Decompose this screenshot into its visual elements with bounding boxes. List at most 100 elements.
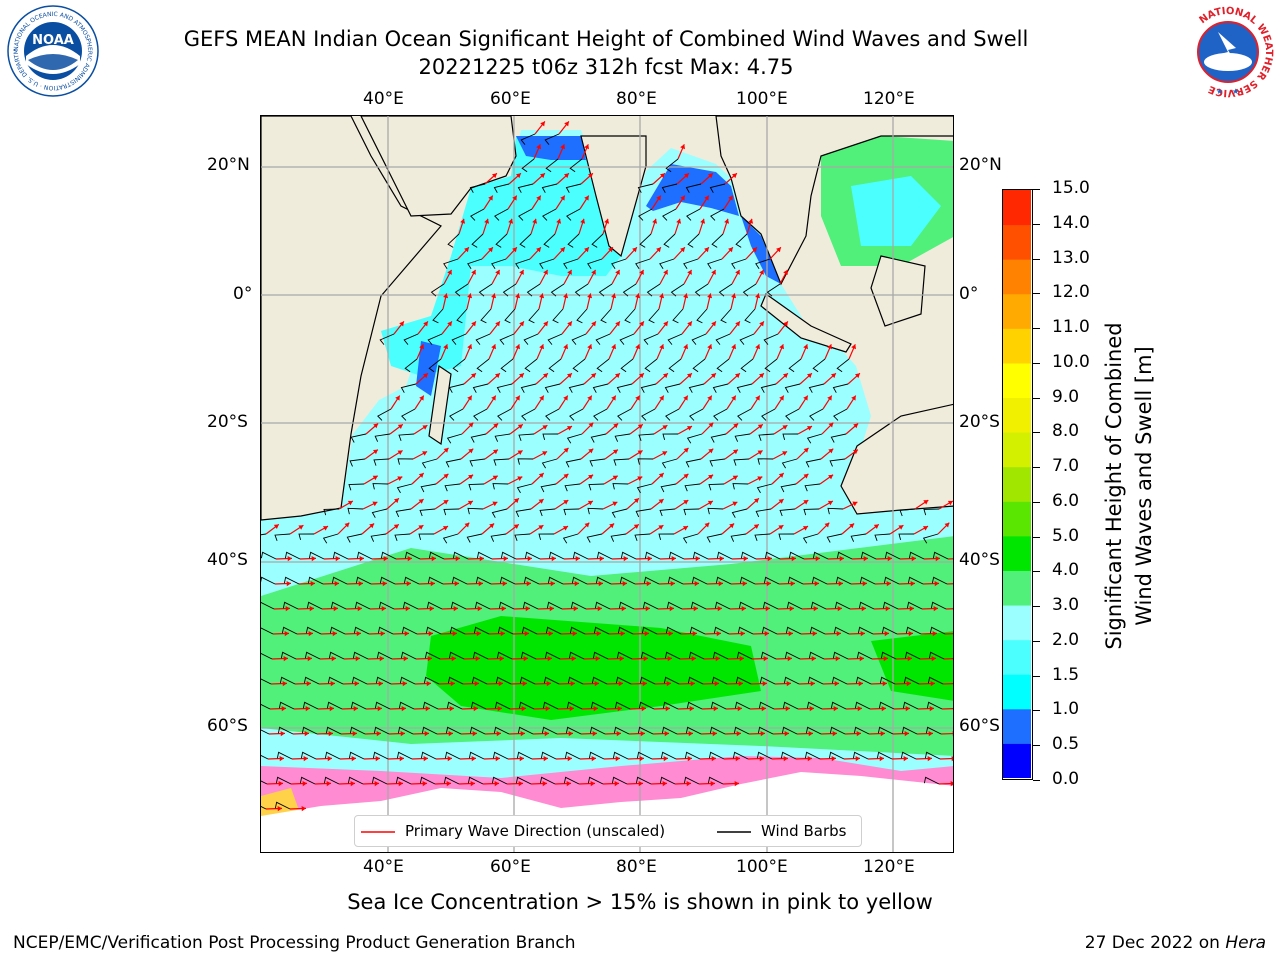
wind-barb	[617, 408, 632, 421]
wave-arrow-head	[468, 422, 474, 428]
wave-arrow-head	[616, 731, 621, 737]
wave-arrow-head	[803, 500, 809, 505]
wind-barb	[707, 776, 724, 785]
wave-arrow-head	[422, 781, 427, 787]
wave-arrow-head	[759, 756, 764, 762]
wave-arrow-head	[615, 269, 620, 275]
wave-arrow-head	[406, 581, 411, 587]
wave-arrow-head	[755, 395, 760, 401]
wind-barb	[855, 676, 872, 685]
wave-arrow-head	[803, 526, 808, 531]
colorbar-tick-mark	[1033, 536, 1040, 538]
wind-barb	[683, 258, 699, 269]
wave-arrow-head	[718, 581, 723, 587]
wave-arrow-head	[827, 395, 832, 401]
wave-arrow-head	[514, 498, 519, 504]
wave-arrow-head	[580, 218, 586, 224]
wind-barb	[598, 283, 613, 297]
wave-arrow-head	[612, 501, 618, 507]
wave-arrow-head	[642, 681, 647, 687]
wind-barb	[567, 676, 584, 685]
wave-arrow-head	[763, 656, 768, 662]
wave-arrow-head	[497, 706, 502, 712]
colorbar-tick-label: 15.0	[1052, 178, 1090, 198]
wind-barb	[473, 626, 490, 635]
wind-barb	[373, 726, 390, 735]
wave-arrow-head	[884, 631, 889, 637]
wind-barb	[500, 358, 514, 373]
wind-barb	[879, 676, 896, 685]
footer-machine: Hera	[1225, 933, 1266, 953]
wave-arrow-head	[501, 606, 506, 612]
wind-barb	[923, 776, 940, 785]
wave-arrow-head	[563, 500, 569, 505]
wind-barb	[782, 433, 799, 441]
wave-arrow-head	[278, 781, 283, 787]
wave-arrow-head	[539, 395, 544, 401]
wave-arrow-head	[503, 556, 508, 562]
colorbar-segment	[1003, 466, 1031, 502]
wave-arrow-head	[857, 706, 862, 712]
wind-barb	[735, 676, 752, 685]
wind-barb	[739, 576, 756, 585]
wind-barb	[395, 508, 412, 518]
wave-direction-arrow	[940, 732, 953, 735]
wave-arrow-head	[431, 556, 436, 562]
wave-arrow-head	[329, 706, 334, 712]
wave-direction-arrow	[947, 558, 953, 560]
colorbar-segment	[1003, 432, 1031, 468]
wind-barb	[691, 333, 707, 345]
south-china-sea-inner	[851, 176, 941, 246]
wind-barb	[472, 383, 489, 393]
wave-arrow-head	[560, 144, 565, 150]
wave-arrow-head	[475, 656, 480, 662]
wave-arrow-head	[330, 681, 335, 687]
wave-arrow-head	[855, 756, 860, 762]
wind-barb	[692, 358, 706, 373]
wind-barb	[399, 676, 416, 685]
wave-arrow-head	[732, 173, 737, 179]
wave-arrow-head	[519, 373, 524, 379]
wave-arrow-head	[542, 781, 547, 787]
wave-arrow-head	[663, 373, 668, 379]
wave-arrow-head	[852, 501, 858, 507]
wave-arrow-head	[526, 581, 531, 587]
wave-arrow-head	[399, 321, 404, 327]
wave-arrow-head	[735, 373, 740, 379]
wind-barb	[690, 601, 707, 610]
wind-barb	[710, 701, 727, 710]
wind-barb	[620, 551, 637, 560]
wind-barb	[836, 551, 853, 560]
wind-barb	[562, 533, 579, 544]
wind-barb	[683, 508, 700, 516]
wave-arrow-head	[760, 731, 765, 737]
wind-barb	[347, 776, 364, 785]
wave-arrow-head	[687, 756, 692, 762]
wave-arrow-head	[287, 556, 292, 562]
wind-barb	[515, 508, 532, 518]
wind-barb	[548, 551, 565, 560]
wind-barb	[571, 333, 587, 345]
wind-barb	[742, 283, 757, 297]
wind-barb	[688, 383, 705, 393]
bengal-shallow	[646, 164, 739, 216]
wave-arrow-head	[687, 373, 692, 379]
wave-arrow-head	[831, 373, 836, 379]
wave-arrow-head	[334, 581, 339, 587]
wind-barb	[588, 751, 605, 760]
wind-barb	[644, 358, 658, 373]
wind-barb	[419, 508, 436, 517]
colorbar-tick-label: 11.0	[1052, 317, 1090, 338]
wave-arrow-head	[592, 731, 597, 737]
wind-barb	[590, 433, 607, 443]
wind-barb	[446, 701, 463, 710]
wave-arrow-head	[660, 173, 665, 179]
wind-barb	[451, 333, 467, 345]
wind-barb	[519, 233, 532, 248]
wave-arrow-head	[542, 425, 548, 430]
wind-barb	[732, 751, 749, 760]
wave-arrow-head	[309, 606, 314, 612]
wave-arrow-head	[728, 247, 733, 253]
wave-arrow-head	[911, 556, 916, 562]
wave-arrow-head	[754, 498, 759, 504]
